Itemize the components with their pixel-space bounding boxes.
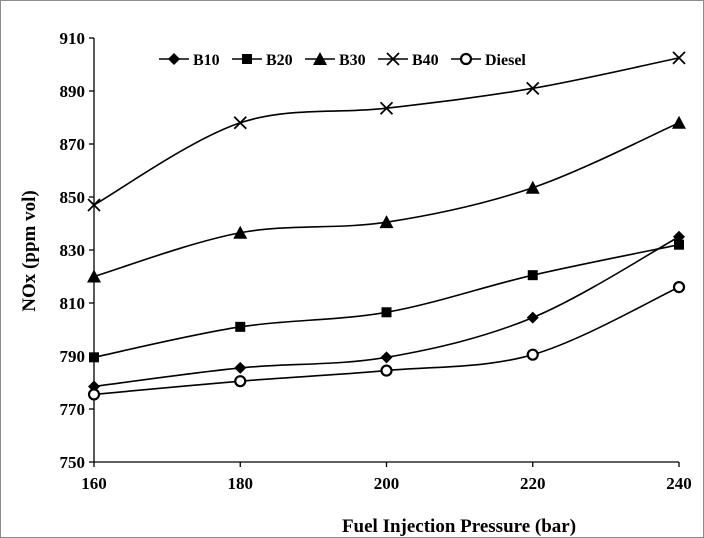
x-marker-stroke xyxy=(379,101,394,115)
y-tick-label: 890 xyxy=(60,82,86,101)
legend-item-diesel: Diesel xyxy=(451,52,526,69)
x-marker-stroke xyxy=(386,52,400,66)
series-layer xyxy=(87,51,686,401)
y-tick-label: 830 xyxy=(60,241,86,260)
data-point-b30 xyxy=(672,115,686,129)
circle-marker-shape xyxy=(459,52,473,66)
data-point-b10 xyxy=(234,361,247,374)
triangle-marker-shape xyxy=(525,180,540,194)
data-point-b20 xyxy=(89,352,99,363)
triangle-marker-shape xyxy=(672,115,686,129)
data-point-diesel xyxy=(672,281,686,294)
circle-marker-shape xyxy=(672,281,686,294)
data-point-b30 xyxy=(233,225,248,239)
square-marker-shape xyxy=(381,307,392,318)
data-point-b40 xyxy=(526,81,540,95)
diamond-marker-shape xyxy=(234,361,247,374)
data-point-b20 xyxy=(381,307,392,318)
circle-marker-shape xyxy=(87,388,101,401)
data-point-diesel xyxy=(526,348,539,361)
y-axis-title: NOx (ppm vol) xyxy=(19,190,40,311)
x-marker-stroke xyxy=(233,116,247,130)
series-line-b20 xyxy=(93,243,680,359)
diamond-marker-shape xyxy=(526,311,539,324)
series-b40 xyxy=(87,51,686,212)
legend-label-b20: B20 xyxy=(266,52,293,69)
data-point-b20 xyxy=(674,239,684,250)
square-marker-shape xyxy=(674,239,684,250)
legend-item-b40: B40 xyxy=(378,52,439,69)
x-tick-label: 220 xyxy=(520,474,546,493)
series-diesel xyxy=(87,281,686,401)
legend-marker-b40 xyxy=(386,52,400,66)
y-tick-label: 750 xyxy=(60,453,86,472)
x-marker-stroke xyxy=(87,198,101,212)
axes: 750 770 790 810 830 850 870 890 910 160 180 200 220 2… xyxy=(60,29,692,493)
circle-marker-shape xyxy=(526,348,539,361)
series-line-b40 xyxy=(93,57,680,206)
data-point-b40 xyxy=(672,51,686,65)
x-tick-label: 240 xyxy=(666,474,692,493)
diamond-marker-shape xyxy=(380,351,393,364)
triangle-marker-shape xyxy=(379,215,394,229)
legend-item-b10: B10 xyxy=(159,52,220,69)
data-point-b10 xyxy=(526,311,539,324)
triangle-marker-shape xyxy=(87,269,101,283)
data-point-diesel xyxy=(234,375,247,388)
diamond-marker-shape xyxy=(168,53,180,65)
y-tick-label: 850 xyxy=(60,188,86,207)
x-marker-stroke xyxy=(526,81,540,95)
legend-marker-b30 xyxy=(313,52,327,65)
legend-item-b20: B20 xyxy=(232,52,293,69)
legend-marker-diesel xyxy=(459,52,473,66)
square-marker-shape xyxy=(89,352,99,363)
data-point-b40 xyxy=(87,198,101,212)
data-point-b30 xyxy=(87,269,101,283)
legend-label-diesel: Diesel xyxy=(485,52,526,69)
data-point-b30 xyxy=(379,215,394,229)
data-point-diesel xyxy=(87,388,101,401)
square-marker-shape xyxy=(235,321,246,332)
legend: B10 B20 B30 B40 Diesel xyxy=(159,52,526,69)
legend-label-b30: B30 xyxy=(339,52,366,69)
data-point-b20 xyxy=(235,321,246,332)
square-marker-shape xyxy=(527,270,538,281)
data-point-diesel xyxy=(380,364,393,377)
y-tick-label: 810 xyxy=(60,294,86,313)
data-point-b40 xyxy=(233,116,247,130)
series-line-b30 xyxy=(93,122,680,278)
y-tick-label: 910 xyxy=(60,29,86,48)
circle-marker-shape xyxy=(380,364,393,377)
x-tick-label: 160 xyxy=(81,474,107,493)
x-marker-stroke xyxy=(672,51,686,65)
legend-label-b40: B40 xyxy=(412,52,439,69)
square-marker-shape xyxy=(242,54,252,64)
data-point-b10 xyxy=(380,351,393,364)
y-tick-label: 790 xyxy=(60,347,86,366)
data-point-b30 xyxy=(525,180,540,194)
x-axis-title: Fuel Injection Pressure (bar) xyxy=(342,516,576,537)
x-tick-label: 200 xyxy=(374,474,400,493)
triangle-marker-shape xyxy=(233,225,248,239)
legend-marker-b10 xyxy=(168,53,180,65)
triangle-marker-shape xyxy=(313,52,327,65)
legend-marker-b20 xyxy=(242,54,252,64)
data-point-b20 xyxy=(527,270,538,281)
y-tick-label: 870 xyxy=(60,135,86,154)
legend-item-b30: B30 xyxy=(305,52,366,69)
data-point-b40 xyxy=(379,101,394,115)
series-b20 xyxy=(89,239,684,363)
series-b30 xyxy=(87,115,686,283)
y-tick-label: 770 xyxy=(60,400,86,419)
series-b10 xyxy=(88,230,685,393)
legend-label-b10: B10 xyxy=(193,52,220,69)
series-line-diesel xyxy=(93,286,680,396)
x-tick-label: 180 xyxy=(228,474,254,493)
circle-marker-shape xyxy=(234,375,247,388)
